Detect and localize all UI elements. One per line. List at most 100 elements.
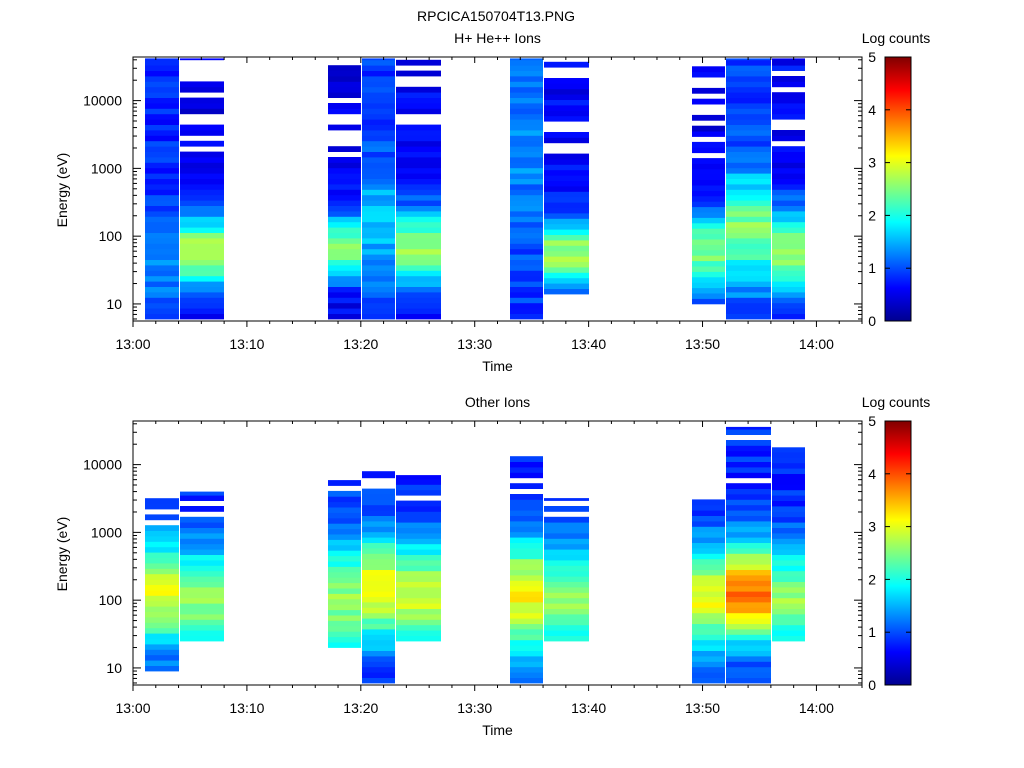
spectrogram-bin bbox=[510, 81, 543, 88]
spectrogram-bin bbox=[544, 164, 589, 171]
spectrogram-bin bbox=[510, 211, 543, 217]
spectrogram-bin bbox=[145, 644, 179, 650]
spectrogram-bin bbox=[772, 58, 805, 61]
spectrogram-bin bbox=[510, 494, 543, 500]
spectrogram-bin bbox=[726, 108, 771, 115]
spectrogram-bin bbox=[145, 541, 179, 548]
spectrogram-bin bbox=[544, 614, 589, 620]
spectrogram-bin bbox=[362, 471, 395, 473]
spectrogram-bin bbox=[145, 275, 179, 282]
spectrogram-bin bbox=[726, 200, 771, 206]
spectrogram-bin bbox=[692, 233, 725, 240]
spectrogram-column bbox=[145, 498, 179, 672]
spectrogram-bin bbox=[396, 70, 441, 77]
spectrogram-bin bbox=[772, 59, 805, 66]
colorbar-tick-label: 0 bbox=[868, 313, 876, 329]
spectrogram-bin bbox=[510, 564, 543, 570]
spectrogram-bin bbox=[692, 553, 725, 560]
spectrogram-bin bbox=[692, 504, 725, 511]
spectrogram-bin bbox=[726, 548, 771, 554]
spectrogram-bin bbox=[726, 553, 771, 560]
spectrogram-bin bbox=[396, 297, 441, 304]
spectrogram-bin bbox=[362, 58, 395, 61]
spectrogram-bin bbox=[328, 265, 361, 271]
spectrogram-bin bbox=[328, 501, 361, 508]
spectrogram-bin bbox=[726, 292, 771, 298]
spectrogram-bin bbox=[180, 313, 224, 320]
spectrogram-bin bbox=[145, 146, 179, 152]
spectrogram-bin bbox=[726, 178, 771, 185]
spectrogram-bin bbox=[180, 259, 224, 266]
spectrogram-bin bbox=[692, 558, 725, 565]
spectrogram-bin bbox=[726, 569, 771, 576]
spectrogram-bin bbox=[180, 189, 224, 196]
spectrogram-bin bbox=[362, 140, 395, 147]
spectrogram-bin bbox=[510, 672, 543, 678]
spectrogram-bin bbox=[362, 211, 395, 217]
x-tick-label: 13:40 bbox=[571, 700, 606, 716]
spectrogram-bin bbox=[180, 162, 224, 169]
spectrogram-bin bbox=[772, 97, 805, 104]
spectrogram-bin bbox=[726, 173, 771, 179]
spectrogram-bin bbox=[544, 202, 589, 208]
spectrogram-bin bbox=[180, 292, 224, 298]
colorbar-tick-label: 5 bbox=[868, 413, 876, 429]
spectrogram-bin bbox=[396, 630, 441, 636]
spectrogram-column bbox=[726, 426, 771, 684]
spectrogram-bin bbox=[510, 205, 543, 212]
spectrogram-bin bbox=[396, 259, 441, 266]
spectrogram-bin bbox=[180, 570, 224, 577]
spectrogram-bin bbox=[692, 282, 725, 289]
spectrogram-bin bbox=[726, 602, 771, 608]
spectrogram-bin bbox=[772, 259, 805, 266]
spectrogram-bin bbox=[544, 191, 589, 198]
spectrogram-bin bbox=[726, 483, 771, 489]
spectrogram-bin bbox=[362, 151, 395, 158]
spectrogram-bin bbox=[692, 293, 725, 299]
spectrogram-bin bbox=[396, 597, 441, 604]
spectrogram-bin bbox=[362, 629, 395, 635]
spectrogram-bin bbox=[180, 527, 224, 534]
spectrogram-bin bbox=[396, 59, 441, 66]
spectrogram-bin bbox=[544, 267, 589, 273]
spectrogram-bin bbox=[362, 254, 395, 260]
spectrogram-bin bbox=[772, 248, 805, 255]
spectrogram-bin bbox=[362, 580, 395, 587]
spectrogram-bin bbox=[362, 248, 395, 255]
spectrogram-column bbox=[328, 65, 361, 320]
spectrogram-bin bbox=[396, 86, 441, 93]
spectrogram-bin bbox=[510, 248, 543, 255]
spectrogram-bin bbox=[396, 484, 441, 491]
spectrogram-column bbox=[362, 58, 395, 320]
spectrogram-bin bbox=[544, 635, 589, 642]
panel-title: Other Ions bbox=[465, 394, 530, 410]
spectrogram-bin bbox=[692, 618, 725, 624]
spectrogram-bin bbox=[544, 132, 589, 138]
spectrogram-bin bbox=[692, 222, 725, 229]
spectrogram-bin bbox=[145, 81, 179, 88]
spectrogram-bin bbox=[692, 255, 725, 262]
spectrogram-bin bbox=[362, 130, 395, 136]
spectrogram-bin bbox=[145, 243, 179, 250]
spectrogram-bin bbox=[692, 212, 725, 218]
spectrogram-bin bbox=[145, 221, 179, 228]
spectrogram-bin bbox=[726, 308, 771, 314]
spectrogram-bin bbox=[726, 580, 771, 587]
spectrogram-bin bbox=[726, 467, 771, 473]
spectrogram-bin bbox=[772, 489, 805, 496]
spectrogram-bin bbox=[772, 522, 805, 528]
spectrogram-bin bbox=[328, 496, 361, 503]
spectrogram-bin bbox=[328, 281, 361, 287]
spectrogram-bin bbox=[510, 677, 543, 684]
spectrogram-bin bbox=[145, 205, 179, 212]
spectrogram-bin bbox=[180, 538, 224, 545]
spectrogram-bin bbox=[328, 507, 361, 513]
spectrogram-bin bbox=[328, 631, 361, 638]
spectrogram-bin bbox=[396, 216, 441, 223]
spectrogram-bin bbox=[692, 645, 725, 651]
spectrogram-bin bbox=[726, 629, 771, 635]
spectrogram-bin bbox=[692, 260, 725, 267]
spectrogram-bin bbox=[396, 130, 441, 136]
spectrogram-bin bbox=[772, 265, 805, 271]
spectrogram-bin bbox=[180, 265, 224, 271]
